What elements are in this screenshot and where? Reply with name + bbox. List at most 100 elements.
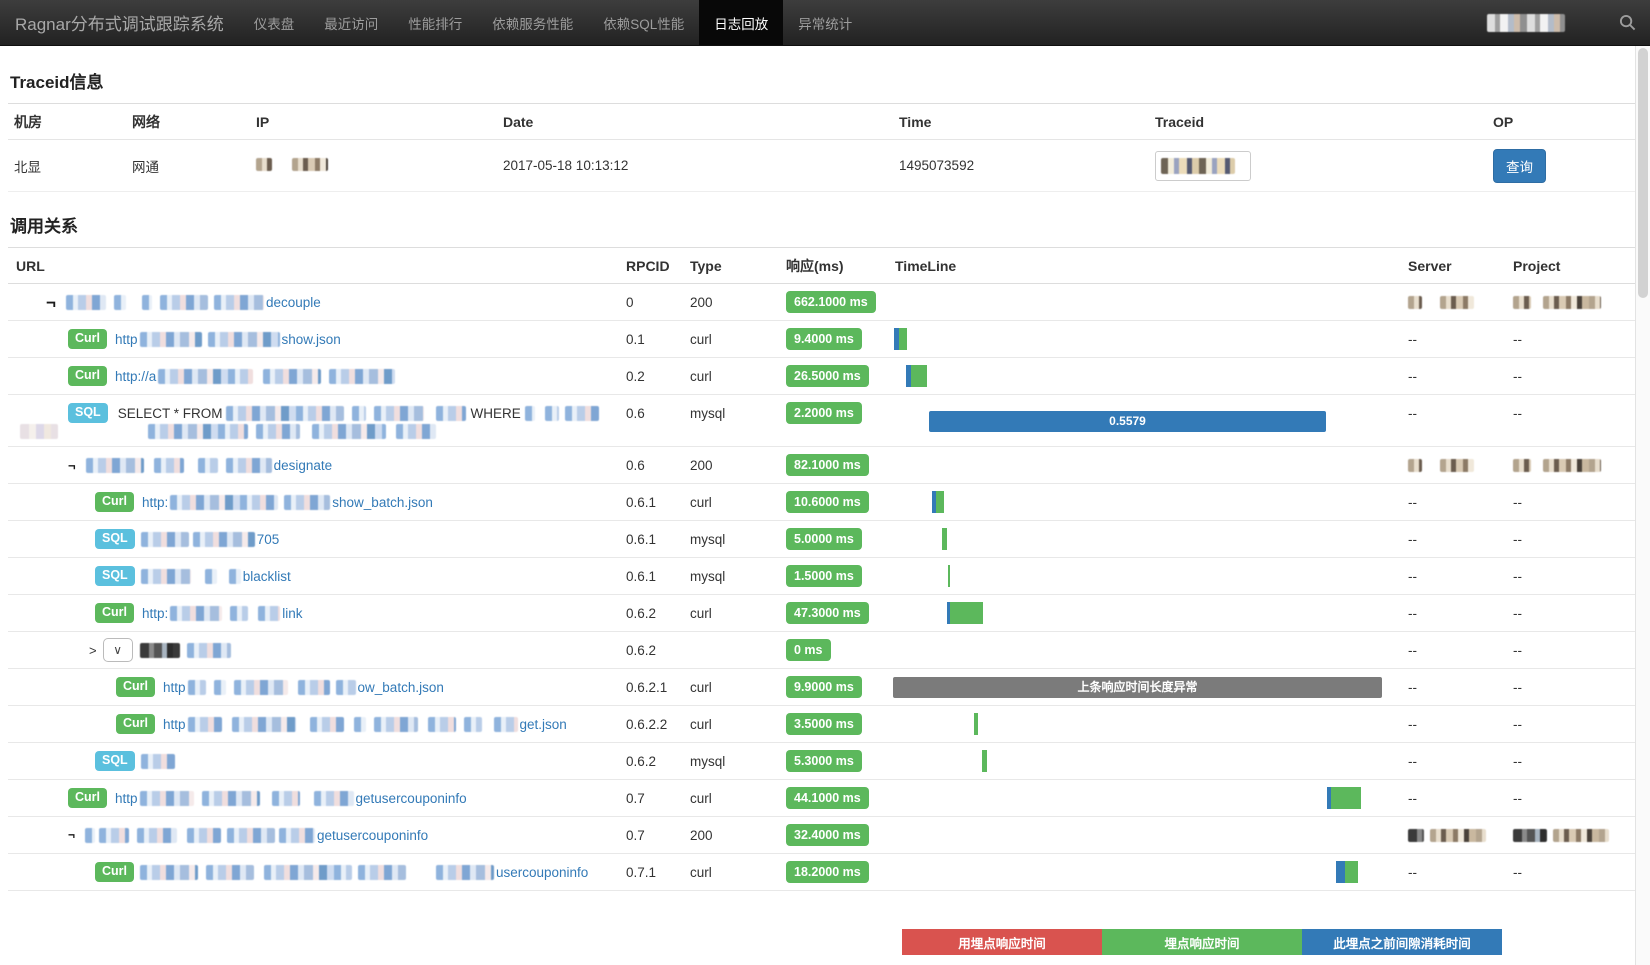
network-value: 网通 bbox=[132, 159, 159, 175]
project-cell: -- bbox=[1505, 521, 1642, 557]
redacted-text bbox=[264, 864, 352, 880]
query-button[interactable]: 查询 bbox=[1493, 148, 1546, 183]
response-time-badge: 9.4000 ms bbox=[786, 328, 862, 350]
empty-value: -- bbox=[1513, 753, 1522, 769]
timeline-cell bbox=[893, 632, 1400, 668]
redacted-text bbox=[141, 294, 152, 310]
server-cell bbox=[1400, 284, 1505, 320]
empty-value: -- bbox=[1408, 864, 1417, 880]
url-link[interactable]: designate bbox=[273, 457, 333, 473]
url-link[interactable]: getusercouponinfo bbox=[355, 790, 467, 806]
timeline-bar bbox=[1327, 787, 1361, 809]
url-cell: > ∨ bbox=[8, 632, 620, 668]
url-link[interactable]: http: bbox=[142, 605, 169, 621]
response-time-badge: 5.0000 ms bbox=[786, 528, 862, 550]
project-cell: -- bbox=[1505, 558, 1642, 594]
nav-item-dependent-service-perf: 依赖服务性能 bbox=[477, 0, 588, 45]
url-link[interactable]: http: bbox=[142, 494, 169, 510]
col-header-time: Time bbox=[899, 113, 932, 130]
curl-badge: Curl bbox=[68, 788, 107, 808]
response-cell: 47.3000 ms bbox=[780, 595, 893, 631]
redacted-text bbox=[544, 405, 559, 421]
col-header-op: OP bbox=[1493, 113, 1514, 130]
collapse-icon[interactable]: ¬ bbox=[68, 457, 76, 473]
url-link[interactable]: getusercouponinfo bbox=[317, 827, 429, 843]
call-table-body: ¬ decouple 0 200 662.1000 ms Curl http show.jso… bbox=[8, 284, 1642, 891]
scrollbar-thumb[interactable] bbox=[1638, 48, 1648, 298]
timeline-cell bbox=[893, 358, 1400, 394]
main-nav: 仪表盘 最近访问 性能排行 依赖服务性能 依赖SQL性能 日志回放 异常统计 bbox=[239, 0, 868, 45]
server-cell: -- bbox=[1400, 595, 1505, 631]
nav-item-log-replay: 日志回放 bbox=[699, 0, 784, 45]
timeline-bar-segment bbox=[899, 328, 907, 350]
timeline-bar-segment bbox=[948, 565, 950, 587]
url-line: > ∨ bbox=[89, 632, 620, 668]
redacted-text bbox=[1408, 828, 1424, 842]
collapse-icon[interactable]: ¬ bbox=[46, 292, 56, 312]
empty-value: -- bbox=[1513, 494, 1522, 510]
empty-value: -- bbox=[1408, 405, 1417, 421]
empty-value: -- bbox=[1408, 331, 1417, 347]
rpcid-value: 0.6.2 bbox=[626, 642, 657, 658]
redacted-text bbox=[1513, 828, 1547, 842]
url-link[interactable]: ow_batch.json bbox=[357, 679, 444, 695]
url-link[interactable]: http bbox=[163, 716, 186, 732]
url-link[interactable]: link bbox=[282, 605, 303, 621]
redacted-text bbox=[271, 790, 300, 806]
redacted-text bbox=[158, 368, 254, 384]
chevron-down-button[interactable]: ∨ bbox=[102, 638, 133, 662]
traceid-input[interactable] bbox=[1155, 150, 1251, 181]
empty-value: -- bbox=[1513, 716, 1522, 732]
redacted-text bbox=[187, 716, 222, 732]
url-link[interactable]: http://a bbox=[115, 368, 157, 384]
url-link[interactable]: decouple bbox=[265, 294, 321, 310]
empty-value: -- bbox=[1513, 405, 1522, 421]
empty-value: -- bbox=[1408, 790, 1417, 806]
curl-badge: Curl bbox=[116, 714, 155, 734]
server-cell: -- bbox=[1400, 321, 1505, 357]
nav-link-performance-rank[interactable]: 性能排行 bbox=[408, 16, 463, 32]
url-link[interactable]: usercouponinfo bbox=[496, 864, 589, 880]
rpcid-value: 0.6.1 bbox=[626, 568, 657, 584]
url-cell: SQL SELECT * FROM WHERE bbox=[8, 395, 620, 446]
rpcid-value: 0 bbox=[626, 294, 634, 310]
timeline-bar bbox=[974, 713, 978, 735]
url-cell: ¬ decouple bbox=[8, 284, 620, 320]
scrollbar[interactable] bbox=[1635, 46, 1650, 965]
timeline-bar bbox=[982, 750, 987, 772]
url-line: Curl http: show_batch.json bbox=[95, 484, 620, 520]
timeline-bar: 上条响应时间长度异常 bbox=[893, 677, 1382, 698]
url-line: SQL bbox=[95, 743, 620, 779]
collapse-icon[interactable]: ¬ bbox=[68, 828, 76, 842]
search-icon[interactable] bbox=[1619, 14, 1636, 31]
traceid-section-title: Traceid信息 bbox=[8, 46, 1642, 104]
url-link[interactable]: blacklist bbox=[242, 568, 291, 584]
nav-link-recent-visits[interactable]: 最近访问 bbox=[324, 16, 379, 32]
timeline-bar bbox=[906, 365, 927, 387]
response-time-badge: 662.1000 ms bbox=[786, 291, 876, 313]
url-link[interactable]: show_batch.json bbox=[332, 494, 433, 510]
url-link[interactable]: http bbox=[115, 331, 138, 347]
redacted-text bbox=[227, 827, 276, 843]
redacted-text bbox=[1440, 295, 1474, 309]
nav-link-log-replay[interactable]: 日志回放 bbox=[699, 0, 784, 45]
url-link[interactable]: get.json bbox=[519, 716, 567, 732]
response-cell: 82.1000 ms bbox=[780, 447, 893, 483]
response-cell: 1.5000 ms bbox=[780, 558, 893, 594]
redacted-text bbox=[99, 827, 130, 843]
empty-value: -- bbox=[1513, 642, 1522, 658]
nav-link-dependent-service-perf[interactable]: 依赖服务性能 bbox=[492, 16, 574, 32]
url-link[interactable]: 705 bbox=[256, 531, 280, 547]
redacted-text bbox=[1553, 828, 1609, 842]
url-link[interactable]: http bbox=[115, 790, 138, 806]
empty-value: -- bbox=[1513, 790, 1522, 806]
response-time-badge: 9.9000 ms bbox=[786, 676, 862, 698]
app-title[interactable]: Ragnar分布式调试跟踪系统 bbox=[15, 15, 224, 34]
nav-link-exception-stats[interactable]: 异常统计 bbox=[798, 16, 853, 32]
nav-link-dependent-sql-perf[interactable]: 依赖SQL性能 bbox=[603, 16, 685, 32]
url-cell: Curl http: show_batch.json bbox=[8, 484, 620, 520]
url-cell: Curl http get.json bbox=[8, 706, 620, 742]
nav-link-dashboard[interactable]: 仪表盘 bbox=[253, 16, 295, 32]
url-link[interactable]: show.json bbox=[281, 331, 341, 347]
url-link[interactable]: http bbox=[163, 679, 186, 695]
